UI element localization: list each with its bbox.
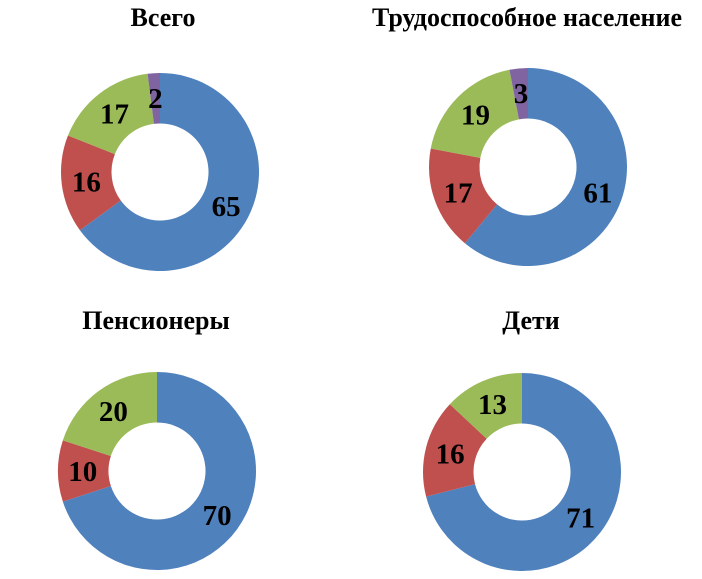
donut-plot-children: 71 16 13 bbox=[422, 373, 621, 571]
donut-chart-pensioners: Пенсионеры 70 10 20 bbox=[0, 290, 351, 579]
chart-title-total: Всего bbox=[130, 3, 196, 32]
pie-slice-2 bbox=[67, 73, 154, 155]
pie-slice-0 bbox=[79, 73, 259, 271]
pie-slice-1 bbox=[422, 404, 487, 497]
chart-title-children: Дети bbox=[502, 306, 560, 335]
pie-slice-1 bbox=[429, 148, 498, 244]
data-label-0: 65 bbox=[212, 191, 241, 223]
donut-chart-working-age: Трудоспособное население 61 17 19 3 bbox=[351, 0, 702, 290]
data-label-1: 10 bbox=[68, 456, 97, 488]
data-label-1: 16 bbox=[72, 166, 101, 198]
donut-plot-working-age: 61 17 19 3 bbox=[429, 68, 627, 266]
pie-slice-3 bbox=[147, 73, 160, 124]
donut-chart-total: Всего 65 16 17 2 bbox=[0, 0, 351, 290]
pie-slice-1 bbox=[57, 440, 111, 502]
chart-title-working-age: Трудоспособное население bbox=[371, 3, 683, 32]
pie-slice-2 bbox=[449, 373, 522, 439]
pie-slice-2 bbox=[62, 372, 157, 457]
pie-slice-0 bbox=[62, 372, 256, 570]
data-label-2: 20 bbox=[99, 396, 128, 428]
data-label-2: 17 bbox=[100, 98, 129, 130]
data-label-2: 13 bbox=[478, 389, 507, 421]
chart-title-pensioners: Пенсионеры bbox=[82, 306, 230, 335]
pie-slice-0 bbox=[426, 373, 621, 571]
pie-slice-0 bbox=[464, 68, 627, 266]
pie-slice-2 bbox=[430, 69, 519, 158]
data-label-1: 16 bbox=[436, 439, 465, 471]
data-label-3: 3 bbox=[514, 78, 529, 110]
data-label-0: 61 bbox=[583, 177, 612, 209]
data-label-0: 71 bbox=[566, 503, 595, 535]
data-label-0: 70 bbox=[203, 500, 232, 532]
data-label-3: 2 bbox=[148, 83, 163, 115]
data-label-2: 19 bbox=[461, 100, 490, 132]
donut-chart-children: Дети 71 16 13 bbox=[351, 290, 702, 579]
pie-slice-3 bbox=[509, 68, 528, 120]
data-label-1: 17 bbox=[444, 177, 473, 209]
donut-plot-total: 65 16 17 2 bbox=[60, 73, 259, 271]
pie-slice-1 bbox=[60, 135, 121, 231]
